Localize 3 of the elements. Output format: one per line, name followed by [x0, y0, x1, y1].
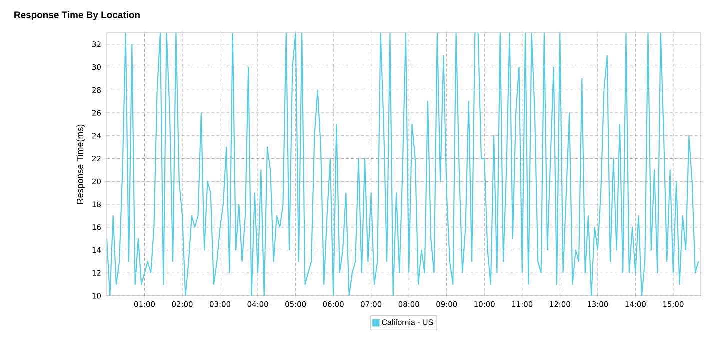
chart-title: Response Time By Location	[14, 11, 140, 20]
y-axis-title: Response Time(ms)	[76, 124, 86, 204]
line-series	[107, 32, 700, 296]
